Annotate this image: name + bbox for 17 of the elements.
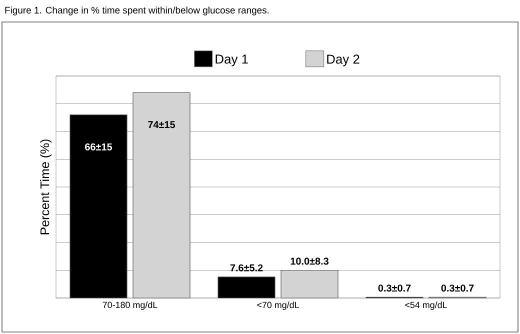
data-label: 0.3±0.7 <box>441 284 474 292</box>
data-label: 10.0±8.3 <box>290 258 329 265</box>
x-tick-label: <70 mg/dL <box>257 302 300 310</box>
data-label: 0.3±0.7 <box>378 284 411 292</box>
legend-label: Day 2 <box>327 54 360 66</box>
y-axis-title: Percent Time (%) <box>40 140 52 234</box>
data-label: 74±15 <box>148 121 176 128</box>
bar <box>218 276 276 298</box>
data-label: 66±15 <box>85 143 112 150</box>
x-tick-label: <54 mg/dL <box>405 302 448 310</box>
bar <box>70 114 128 298</box>
x-tick-label: 70-180 mg/dL <box>102 302 158 310</box>
chart-title: Figure 1. Change in % time spent within/below glucose ranges. <box>5 6 269 16</box>
bar <box>280 270 338 298</box>
bar <box>132 92 190 298</box>
data-label: 7.6±5.2 <box>230 264 263 272</box>
legend-label: Day 1 <box>216 54 248 66</box>
